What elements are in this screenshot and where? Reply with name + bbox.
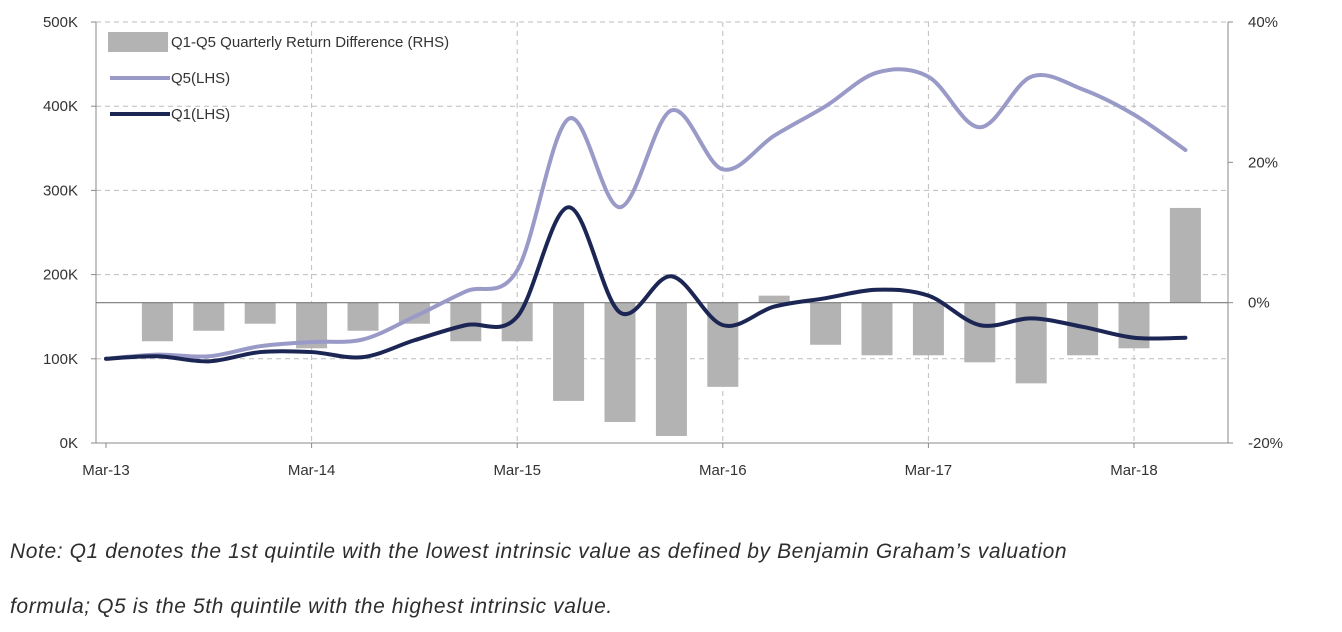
x-tick-label: Mar-13 <box>82 462 130 479</box>
bar <box>861 302 893 356</box>
bar <box>604 302 636 422</box>
x-tick-label: Mar-17 <box>905 462 953 479</box>
bar <box>1169 207 1201 303</box>
bar <box>450 302 482 342</box>
legend-label: Q1(LHS) <box>171 106 230 123</box>
bar <box>810 302 842 345</box>
x-tick-label: Mar-16 <box>699 462 747 479</box>
bar <box>501 302 533 342</box>
line-q1-lhs <box>104 205 1188 364</box>
legend-label: Q5(LHS) <box>171 70 230 87</box>
x-tick-label: Mar-15 <box>493 462 541 479</box>
left-tick-label: 0K <box>60 435 78 452</box>
left-tick-label: 300K <box>43 182 78 199</box>
legend-label: Q1-Q5 Quarterly Return Difference (RHS) <box>171 34 449 51</box>
legend-swatch-bar <box>108 32 168 52</box>
line-q5-lhs <box>104 67 1188 361</box>
bar <box>655 302 687 436</box>
chart-svg: 0K 100K 200K 300K 400K 500K -20% 0% 20% 40% Mar-13… <box>43 14 1283 479</box>
chart-note-line-1: Note: Q1 denotes the 1st quintile with t… <box>10 540 1068 563</box>
chart-note-line-2: formula; Q5 is the 5th quintile with the… <box>10 595 613 618</box>
x-tick-label: Mar-14 <box>288 462 336 479</box>
right-tick-label: 20% <box>1248 154 1278 171</box>
bar <box>1118 302 1150 349</box>
left-tick-label: 500K <box>43 14 78 31</box>
right-tick-label: -20% <box>1248 435 1283 452</box>
bar <box>758 295 790 303</box>
bar <box>193 302 225 331</box>
bar <box>1015 302 1047 384</box>
legend: Q1-Q5 Quarterly Return Difference (RHS) Q… <box>108 32 449 123</box>
bar <box>141 302 173 342</box>
right-tick-label: 0% <box>1248 295 1270 312</box>
bars-group <box>141 207 1201 436</box>
right-tick-label: 40% <box>1248 14 1278 31</box>
left-tick-label: 100K <box>43 351 78 368</box>
bar <box>553 302 585 401</box>
left-tick-label: 400K <box>43 98 78 115</box>
bar <box>347 302 379 331</box>
x-tick-label: Mar-18 <box>1110 462 1158 479</box>
left-tick-label: 200K <box>43 267 78 284</box>
bar <box>244 302 276 324</box>
bar <box>964 302 996 363</box>
bar <box>912 302 944 356</box>
